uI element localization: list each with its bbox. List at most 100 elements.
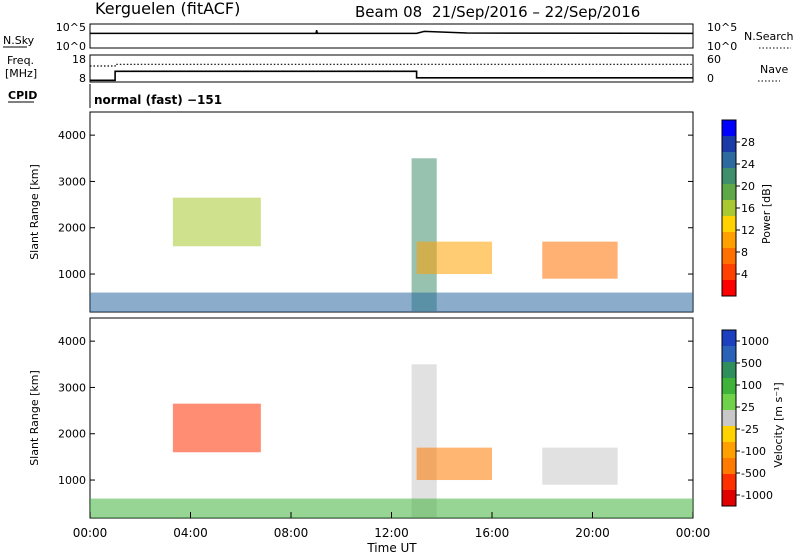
echo-region <box>172 197 261 247</box>
colorbar-swatch <box>722 168 736 185</box>
station-title: Kerguelen (fitACF) <box>95 0 240 18</box>
colorbar-swatch <box>722 490 736 507</box>
frequency-panel-frame <box>89 54 694 83</box>
colorbar-tick-label: -100 <box>741 445 766 458</box>
noise-left-tick-top: 10^5 <box>56 21 86 34</box>
freq-label-line1: Freq. <box>7 54 34 67</box>
colorbar-swatch <box>722 410 736 427</box>
colorbar-swatch <box>722 232 736 249</box>
beam-label: Beam 08 <box>355 3 422 21</box>
echo-region <box>90 498 693 518</box>
y-tick-label: 1000 <box>58 268 86 281</box>
noise-left-tick-bottom: 10^0 <box>56 40 86 53</box>
echo-region <box>172 403 261 453</box>
colorbar-swatch <box>722 120 736 137</box>
echo-region <box>411 364 437 518</box>
colorbar-swatch <box>722 264 736 281</box>
frequency-line <box>90 70 693 82</box>
colorbar-swatch <box>722 362 736 379</box>
colorbar-tick-label: 12 <box>741 224 755 237</box>
colorbar-swatch <box>722 200 736 217</box>
colorbar-tick-label: 4 <box>741 268 748 281</box>
noise-panel: N.Sky 10^5 10^0 10^5 10^0 N.Search <box>3 21 794 53</box>
power-echo-regions <box>90 158 693 312</box>
mode-label: normal (fast) −151 <box>94 93 222 107</box>
colorbar-swatch <box>722 442 736 459</box>
x-tick-label: 20:00 <box>575 526 610 540</box>
colorbar-tick-label: 100 <box>741 379 762 392</box>
y-tick-label: 4000 <box>58 335 86 348</box>
nave-tick-bottom: 0 <box>707 72 714 85</box>
power-y-ticks: 1000 2000 3000 4000 <box>58 129 693 281</box>
velocity-y-ticks: 1000 2000 3000 4000 <box>58 335 693 487</box>
colorbar-tick-label: 500 <box>741 357 762 370</box>
colorbar-swatch <box>722 426 736 443</box>
noise-right-label: N.Search <box>744 30 794 43</box>
velocity-echo-regions <box>90 364 693 518</box>
colorbar-swatch <box>722 136 736 153</box>
freq-label-line2: [MHz] <box>5 67 37 80</box>
colorbar-swatch <box>722 394 736 411</box>
velocity-panel: 1000 2000 3000 4000 Slant Range [km] 1000 50… <box>28 317 785 554</box>
y-tick-label: 2000 <box>58 428 86 441</box>
cpid-label: CPID <box>8 89 37 102</box>
colorbar-swatch <box>722 184 736 201</box>
echo-region <box>411 158 437 312</box>
colorbar-swatch <box>722 216 736 233</box>
power-colorbar: 4 8 12 16 20 24 28 <box>721 119 755 297</box>
colorbar-swatch <box>722 378 736 395</box>
colorbar-swatch <box>722 152 736 169</box>
colorbar-swatch <box>722 458 736 475</box>
time-axis-ticks: 00:00 04:00 08:00 12:00 16:00 20:00 00:00 <box>73 512 711 540</box>
x-tick-label: 12:00 <box>374 526 409 540</box>
y-tick-label: 2000 <box>58 222 86 235</box>
y-tick-label: 4000 <box>58 129 86 142</box>
colorbar-tick-label: 20 <box>741 180 755 193</box>
echo-region <box>416 241 492 275</box>
power-ylabel: Slant Range [km] <box>28 164 41 260</box>
echo-region <box>90 292 693 312</box>
colorbar-tick-label: -25 <box>741 423 759 436</box>
colorbar-tick-label: -1000 <box>741 489 773 502</box>
x-tick-label: 16:00 <box>475 526 510 540</box>
noise-right-tick-top: 10^5 <box>707 21 737 34</box>
x-tick-label: 08:00 <box>274 526 309 540</box>
nave-line <box>90 63 693 67</box>
colorbar-swatch <box>722 346 736 363</box>
colorbar-tick-label: 16 <box>741 202 755 215</box>
y-tick-label: 3000 <box>58 175 86 188</box>
noise-panel-frame <box>89 23 694 49</box>
noise-left-label: N.Sky <box>3 34 35 47</box>
x-tick-label: 04:00 <box>173 526 208 540</box>
freq-tick-top: 18 <box>72 53 86 66</box>
colorbar-tick-label: 28 <box>741 136 755 149</box>
freq-tick-bottom: 8 <box>79 72 86 85</box>
x-tick-label: 00:00 <box>73 526 108 540</box>
nave-label: Nave <box>760 63 788 76</box>
y-tick-label: 1000 <box>58 474 86 487</box>
colorbar-swatch <box>722 474 736 491</box>
colorbar-tick-label: 25 <box>741 401 755 414</box>
power-colorbar-label: Power [dB] <box>760 184 773 244</box>
date-range: 21/Sep/2016 – 22/Sep/2016 <box>432 3 640 21</box>
frequency-panel: Freq. [MHz] 18 8 60 0 Nave <box>5 53 788 85</box>
velocity-colorbar-label: Velocity [m s⁻¹] <box>772 382 785 467</box>
noise-sky-line <box>90 30 694 35</box>
echo-region <box>542 241 618 279</box>
x-tick-label: 00:00 <box>676 526 711 540</box>
y-tick-label: 3000 <box>58 381 86 394</box>
noise-right-tick-bottom: 10^0 <box>707 40 737 53</box>
echo-region <box>542 447 618 485</box>
nave-tick-top: 60 <box>707 53 721 66</box>
colorbar-swatch <box>722 330 736 347</box>
colorbar-tick-label: 24 <box>741 158 755 171</box>
colorbar-tick-label: 8 <box>741 246 748 259</box>
velocity-colorbar: 1000 500 100 25 -25 -100 -500 -1000 <box>721 329 773 507</box>
colorbar-swatch <box>722 280 736 297</box>
colorbar-swatch <box>722 248 736 265</box>
time-axis-label: Time UT <box>366 541 417 554</box>
velocity-ylabel: Slant Range [km] <box>28 370 41 466</box>
colorbar-frame <box>721 329 737 507</box>
power-panel: 1000 2000 3000 4000 Slant Range [km] 4 8 12 16… <box>28 111 773 313</box>
